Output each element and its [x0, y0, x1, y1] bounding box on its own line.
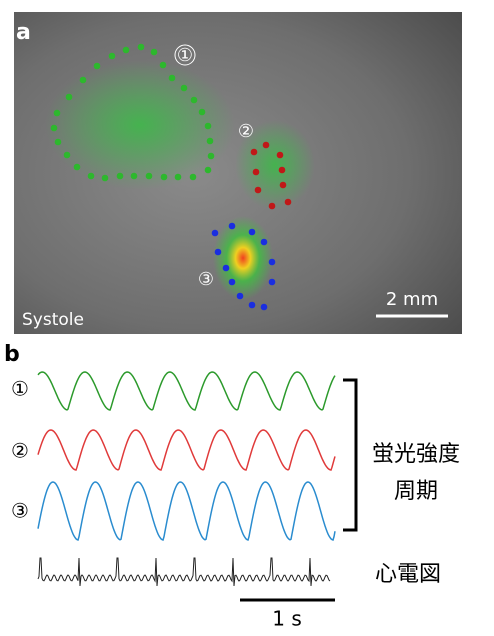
outline-dot	[190, 174, 197, 181]
outline-dot	[94, 63, 101, 70]
outline-dot	[55, 139, 62, 146]
region-label: ③	[198, 269, 214, 290]
outline-dot	[249, 302, 256, 309]
time-scale-label: 1 s	[272, 607, 302, 631]
outline-dot	[269, 203, 276, 210]
outline-dot	[207, 138, 214, 145]
outline-dot	[253, 169, 260, 176]
outline-dot	[88, 173, 95, 180]
phase-label: Systole	[22, 310, 84, 330]
fluorescence-trace	[38, 430, 335, 470]
ecg-trace	[38, 558, 330, 586]
outline-dot	[261, 304, 268, 311]
outline-dot	[237, 293, 244, 300]
outline-dot	[223, 265, 230, 272]
outline-dot	[146, 173, 153, 180]
outline-dot	[138, 44, 145, 51]
figure: a ① ② ③ Systole 2 mm b ① ② ③ 蛍光強度 周期 心電図…	[0, 0, 494, 632]
outline-dot	[285, 199, 292, 206]
outline-dot	[131, 173, 138, 180]
bracket-label: 周期	[394, 479, 438, 504]
outline-dot	[208, 153, 215, 160]
outline-dot	[102, 175, 109, 182]
trace-label: ③	[11, 499, 29, 523]
outline-dot	[251, 149, 258, 156]
outline-dot	[261, 239, 268, 246]
panel-label: a	[16, 20, 31, 45]
region-label: ①	[177, 45, 193, 66]
outline-dot	[54, 110, 61, 117]
outline-dot	[249, 229, 256, 236]
signal-3	[213, 216, 273, 300]
outline-dot	[229, 223, 236, 230]
outline-dot	[160, 62, 167, 69]
bracket	[343, 380, 356, 530]
outline-dot	[280, 182, 287, 189]
outline-dot	[191, 97, 198, 104]
outline-dot	[80, 77, 87, 84]
panel-label: b	[4, 342, 20, 367]
bracket-label: 蛍光強度	[372, 442, 460, 467]
outline-dot	[151, 49, 158, 56]
outline-dot	[277, 152, 284, 159]
outline-dot	[255, 187, 262, 194]
outline-dot	[175, 174, 182, 181]
trace-label: ②	[11, 439, 29, 463]
outline-dot	[66, 94, 73, 101]
scale-bar-label: 2 mm	[386, 289, 438, 310]
outline-dot	[64, 152, 71, 159]
panel-a: a ① ② ③ Systole 2 mm	[14, 12, 462, 334]
outline-dot	[269, 279, 276, 286]
ecg-label: 心電図	[375, 562, 441, 587]
outline-dot	[269, 259, 276, 266]
outline-dot	[215, 249, 222, 256]
outline-dot	[123, 47, 130, 54]
trace-label: ①	[11, 377, 29, 401]
fluorescence-trace	[38, 482, 335, 540]
outline-dot	[169, 75, 176, 82]
outline-dot	[279, 167, 286, 174]
outline-dot	[205, 167, 212, 174]
outline-dot	[199, 109, 206, 116]
outline-dot	[229, 279, 236, 286]
outline-dot	[181, 85, 188, 92]
region-label: ②	[238, 121, 254, 142]
outline-dot	[74, 164, 81, 171]
outline-dot	[205, 123, 212, 130]
outline-dot	[161, 174, 168, 181]
outline-dot	[212, 230, 219, 237]
outline-dot	[109, 53, 116, 60]
outline-dot	[117, 173, 124, 180]
outline-dot	[263, 142, 270, 149]
fluorescence-trace	[38, 372, 335, 410]
panel-b: b ① ② ③ 蛍光強度 周期 心電図 1 s	[4, 342, 460, 631]
outline-dot	[51, 125, 58, 132]
